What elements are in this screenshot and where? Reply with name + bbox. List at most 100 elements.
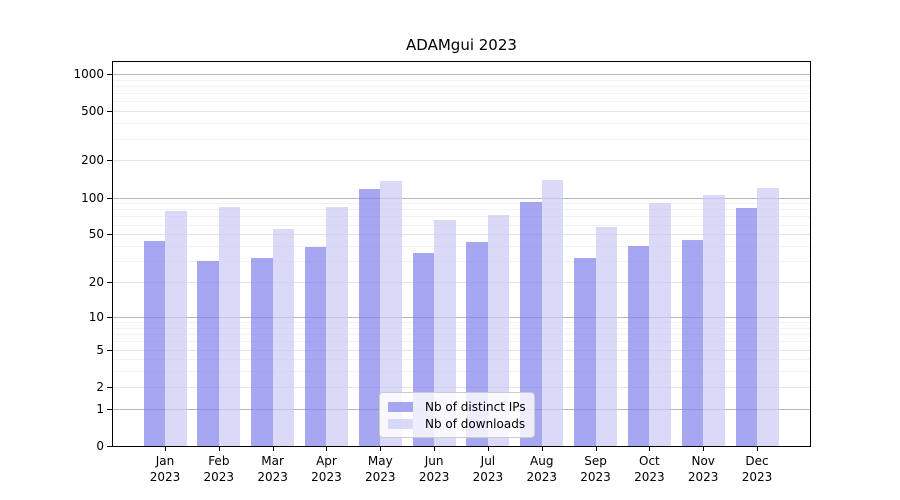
- x-tick: [272, 447, 274, 451]
- gridline-minor: [113, 359, 810, 361]
- gridline-minor: [113, 371, 810, 373]
- x-tick: [757, 447, 759, 451]
- bar-distinct-ips: [197, 261, 219, 446]
- gridline: [113, 160, 810, 162]
- bar-downloads: [649, 203, 671, 446]
- gridline-minor: [113, 334, 810, 336]
- x-tick: [649, 447, 651, 451]
- gridline: [113, 386, 810, 388]
- y-tick: [107, 408, 112, 410]
- y-tick-label: 50: [88, 227, 104, 242]
- x-tick-label: Apr 2023: [311, 454, 342, 484]
- legend-swatch-distinct-ips-icon: [388, 401, 413, 412]
- y-tick-label: 1000: [73, 67, 104, 81]
- legend-item: Nb of downloads: [380, 417, 534, 431]
- gridline-minor: [113, 93, 810, 95]
- x-tick: [326, 447, 328, 451]
- gridline: [113, 111, 810, 113]
- y-tick: [107, 282, 112, 284]
- legend-label-distinct-ips: Nb of distinct IPs: [425, 399, 526, 414]
- bar-distinct-ips: [304, 247, 327, 446]
- x-tick: [434, 447, 436, 451]
- bar-downloads: [272, 229, 295, 446]
- gridline-minor: [113, 123, 810, 125]
- gridline-minor: [113, 86, 810, 87]
- x-tick-label: May 2023: [364, 454, 396, 484]
- x-tick-label: Feb 2023: [203, 454, 235, 484]
- legend-item: Nb of distinct IPs: [380, 400, 534, 414]
- bar-distinct-ips: [574, 257, 596, 446]
- y-tick: [107, 349, 112, 351]
- x-tick: [380, 447, 382, 451]
- y-tick: [107, 446, 112, 447]
- gridline-minor: [113, 79, 810, 81]
- gridline-major: [113, 197, 810, 199]
- gridline-minor: [113, 101, 810, 103]
- y-tick: [107, 386, 112, 388]
- gridline: [113, 234, 810, 236]
- gridline-minor: [113, 224, 810, 226]
- x-tick: [595, 447, 597, 451]
- x-tick: [165, 447, 166, 451]
- x-tick-label: Jul 2023: [472, 454, 504, 484]
- gridline-minor: [113, 322, 810, 324]
- gridline-major: [113, 316, 810, 318]
- x-tick-label: Jan 2023: [149, 454, 181, 484]
- bar-downloads: [703, 194, 725, 446]
- x-tick-label: Sep 2023: [580, 454, 611, 484]
- bar-distinct-ips: [681, 239, 704, 446]
- legend-label-downloads: Nb of downloads: [425, 416, 526, 431]
- bar-distinct-ips: [627, 246, 650, 446]
- x-tick-label: Mar 2023: [257, 454, 288, 484]
- legend-swatch-downloads-icon: [388, 418, 413, 429]
- gridline-minor: [113, 216, 810, 218]
- gridline-minor: [113, 138, 810, 140]
- x-tick: [487, 447, 489, 451]
- y-tick: [107, 111, 112, 113]
- bar-downloads: [487, 214, 510, 446]
- x-tick: [218, 447, 220, 451]
- y-tick: [107, 234, 112, 236]
- bar-distinct-ips: [735, 208, 758, 446]
- y-tick-label: 5: [96, 342, 104, 357]
- gridline: [113, 282, 810, 284]
- legend: Nb of distinct IPs Nb of downloads: [379, 392, 535, 438]
- y-tick-label: 20: [88, 275, 104, 290]
- y-tick-label: 0: [96, 439, 104, 453]
- gridline: [113, 349, 810, 351]
- bar-downloads: [380, 181, 402, 446]
- gridline-minor: [113, 209, 810, 211]
- y-tick: [107, 316, 112, 318]
- y-tick: [107, 197, 112, 199]
- plot-area: Nb of distinct IPs Nb of downloads: [112, 61, 811, 447]
- gridline-minor: [113, 203, 810, 205]
- gridline-major: [113, 74, 810, 75]
- y-tick-label: 10: [88, 309, 104, 324]
- bar-distinct-ips: [520, 201, 542, 446]
- gridline-minor: [113, 261, 810, 263]
- bar-downloads: [218, 206, 241, 446]
- y-tick-label: 100: [81, 190, 104, 205]
- y-tick: [107, 74, 112, 75]
- y-tick-label: 2: [96, 379, 104, 394]
- x-tick: [541, 447, 543, 451]
- bar-distinct-ips: [358, 188, 381, 446]
- x-tick: [703, 447, 705, 451]
- x-tick-label: Jun 2023: [418, 454, 450, 484]
- x-tick-label: Dec 2023: [741, 454, 773, 484]
- bar-downloads: [434, 220, 456, 446]
- gridline-minor: [113, 327, 810, 329]
- bar-downloads: [541, 180, 564, 446]
- gridline-minor: [113, 246, 810, 248]
- bar-downloads: [757, 188, 779, 446]
- x-tick-label: Oct 2023: [634, 454, 665, 484]
- y-tick-label: 200: [81, 153, 104, 168]
- y-tick: [107, 160, 112, 162]
- bar-distinct-ips: [251, 257, 273, 446]
- x-tick-label: Nov 2023: [687, 454, 719, 484]
- gridline-minor: [113, 341, 810, 343]
- bar-downloads: [326, 207, 348, 446]
- chart-title: ADAMgui 2023: [406, 36, 517, 54]
- bar-distinct-ips: [143, 241, 165, 446]
